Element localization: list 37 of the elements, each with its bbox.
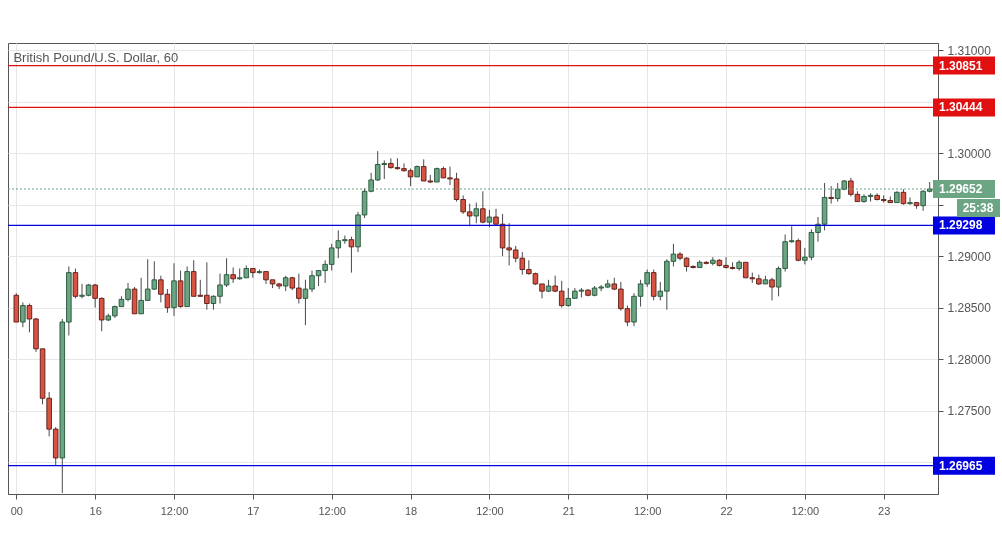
- candlestick: [710, 256, 716, 266]
- text: British Pound/U.S. Dollar, 60: [13, 50, 179, 65]
- ref-line-label: 1.26965: [939, 458, 983, 473]
- text: 25:38: [962, 201, 994, 215]
- ref-line-label: 1.29298: [939, 218, 983, 233]
- candlestick: [250, 268, 256, 279]
- candlestick: [72, 268, 79, 299]
- y-tick-label: 1.29000: [947, 249, 992, 264]
- candlestick: [473, 202, 480, 224]
- x-tick-label: 17: [247, 504, 260, 517]
- candlestick: [769, 277, 775, 301]
- x-tick-label: 00: [10, 504, 23, 517]
- x-tick-label: 23: [878, 504, 891, 517]
- x-tick-label: 12:00: [476, 504, 504, 517]
- x-tick-label: 16: [89, 504, 102, 517]
- ref-line-label: 1.30851: [939, 58, 983, 73]
- y-tick-label: 1.28500: [947, 301, 992, 316]
- candlestick: [480, 190, 486, 224]
- x-tick-label: 12:00: [633, 504, 662, 517]
- ref-line-label: 1.30444: [939, 100, 983, 115]
- candlestick: [828, 185, 834, 205]
- x-tick-label: 18: [404, 504, 418, 517]
- y-tick-label: 1.31000: [947, 43, 992, 58]
- y-tick-label: 1.27500: [947, 404, 992, 419]
- candlestick: [20, 301, 26, 328]
- y-tick-label: 1.28000: [947, 352, 992, 367]
- x-tick-label: 12:00: [160, 504, 189, 517]
- candlestick: [907, 196, 913, 206]
- x-tick-label: 21: [562, 504, 575, 517]
- y-tick-label: 1.30000: [947, 146, 992, 161]
- x-tick-label: 22: [720, 504, 733, 517]
- candlestick: [230, 266, 236, 284]
- ref-line-label: 1.29652: [939, 182, 983, 197]
- x-tick-label: 12:00: [791, 504, 820, 517]
- x-tick-label: 12:00: [318, 504, 346, 517]
- candlestick: [348, 236, 355, 274]
- candlestick: [650, 269, 657, 301]
